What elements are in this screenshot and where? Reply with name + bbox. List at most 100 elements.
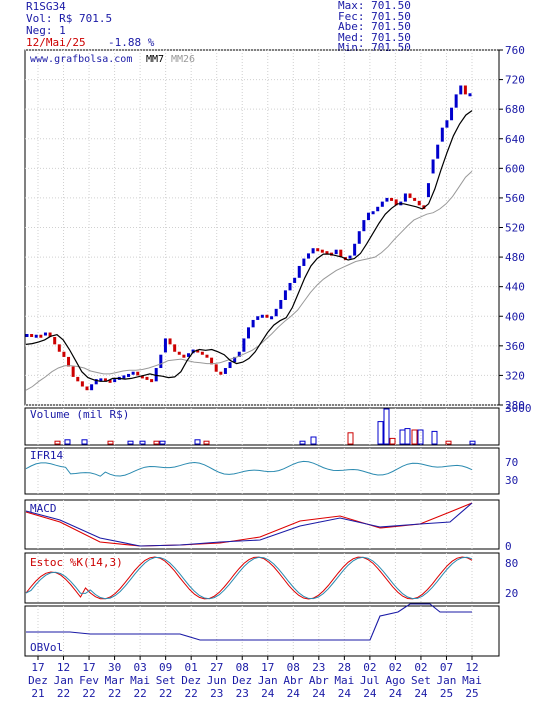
volume-bar — [139, 440, 146, 445]
volume-bar — [194, 439, 201, 445]
candle — [80, 381, 84, 387]
volume-bar — [445, 440, 452, 445]
quote-date: 12/Mai/25 — [26, 36, 86, 49]
x-tick-month: Dez — [28, 674, 48, 687]
candle — [228, 362, 232, 369]
change-percent: -1.88 % — [108, 36, 155, 49]
volume-bar — [469, 440, 476, 445]
volume-bar — [377, 421, 384, 445]
x-tick-year: 22 — [108, 687, 121, 700]
candle — [334, 249, 338, 255]
candle — [57, 344, 61, 352]
candle — [103, 378, 107, 382]
candle — [468, 93, 472, 97]
candle — [306, 253, 310, 259]
volume-bar — [81, 439, 88, 445]
candle — [136, 371, 140, 376]
candle — [325, 251, 329, 255]
candle — [48, 332, 52, 337]
volume-bar — [64, 439, 71, 445]
x-tick-year: 22 — [57, 687, 70, 700]
price-tick-label: 640 — [505, 133, 525, 146]
candle — [113, 379, 117, 383]
volume-label: Volume (mil R$) — [30, 408, 129, 421]
x-tick-day: 17 — [261, 661, 274, 674]
x-tick-day: 30 — [108, 661, 121, 674]
candle — [265, 314, 269, 318]
macd-label: MACD — [30, 502, 57, 515]
candle — [154, 368, 158, 382]
candle — [205, 354, 209, 358]
candle — [131, 371, 135, 375]
candle — [34, 334, 38, 338]
ifr-tick-label: 30 — [505, 474, 518, 487]
volume-bar — [431, 430, 438, 445]
candle — [214, 364, 218, 372]
candle — [283, 290, 287, 300]
candle — [223, 368, 227, 374]
candle — [237, 351, 241, 357]
volume-bar — [54, 440, 61, 445]
stat-open: Abe: 701.50 — [338, 20, 411, 34]
stoch-label: Estoc %K(14,3) — [30, 556, 123, 569]
candle — [53, 336, 57, 345]
price-tick-label: 280 — [505, 399, 525, 412]
x-tick-day: 02 — [389, 661, 402, 674]
x-tick-month: Set — [411, 674, 431, 687]
x-tick-year: 22 — [159, 687, 172, 700]
candle — [90, 384, 94, 391]
candle — [288, 282, 292, 291]
candle — [210, 357, 214, 365]
candle — [247, 327, 250, 339]
x-tick-year: 21 — [31, 687, 44, 700]
x-tick-year: 24 — [261, 687, 275, 700]
x-tick-month: Mar — [105, 674, 125, 687]
price-tick-label: 680 — [505, 103, 525, 116]
candle — [251, 319, 255, 328]
x-tick-month: Abr — [309, 674, 329, 687]
x-tick-day: 28 — [338, 661, 351, 674]
x-tick-year: 24 — [389, 687, 403, 700]
price-tick-label: 440 — [505, 281, 525, 294]
x-tick-year: 25 — [440, 687, 453, 700]
x-tick-month: Jul — [360, 674, 380, 687]
pane-obv — [24, 605, 500, 657]
x-tick-day: 08 — [287, 661, 300, 674]
x-tick-day: 27 — [210, 661, 223, 674]
x-tick-day: 08 — [236, 661, 249, 674]
price-tick-label: 400 — [505, 310, 525, 323]
stat-min: Min: 701.50 — [338, 41, 411, 55]
candle — [85, 386, 89, 391]
candle — [187, 353, 191, 357]
x-tick-day: 09 — [159, 661, 172, 674]
candle — [362, 220, 366, 232]
volume-bar — [411, 429, 418, 445]
candle — [25, 334, 29, 337]
candle — [145, 376, 149, 380]
candle — [403, 193, 407, 202]
x-tick-year: 24 — [287, 687, 301, 700]
volume-bar — [153, 440, 160, 445]
stat-avg: Med: 701.50 — [338, 30, 411, 44]
x-tick-month: Abr — [283, 674, 303, 687]
candle — [99, 378, 103, 382]
candle — [459, 85, 463, 95]
volume-bar — [299, 440, 306, 445]
candle — [182, 354, 186, 358]
price-tick-label: 320 — [505, 369, 525, 382]
candle — [316, 248, 320, 252]
x-tick-year: 25 — [465, 687, 478, 700]
candle — [71, 366, 75, 377]
volume-bar — [347, 432, 354, 445]
candle — [256, 316, 260, 320]
price-tick-label: 720 — [505, 74, 525, 87]
candle — [260, 314, 264, 318]
macd-signal-line — [25, 502, 473, 547]
candle — [371, 211, 375, 215]
candle — [408, 193, 412, 198]
x-tick-year: 24 — [338, 687, 352, 700]
x-tick-day: 02 — [363, 661, 376, 674]
candle — [150, 379, 154, 383]
x-tick-day: 12 — [57, 661, 70, 674]
